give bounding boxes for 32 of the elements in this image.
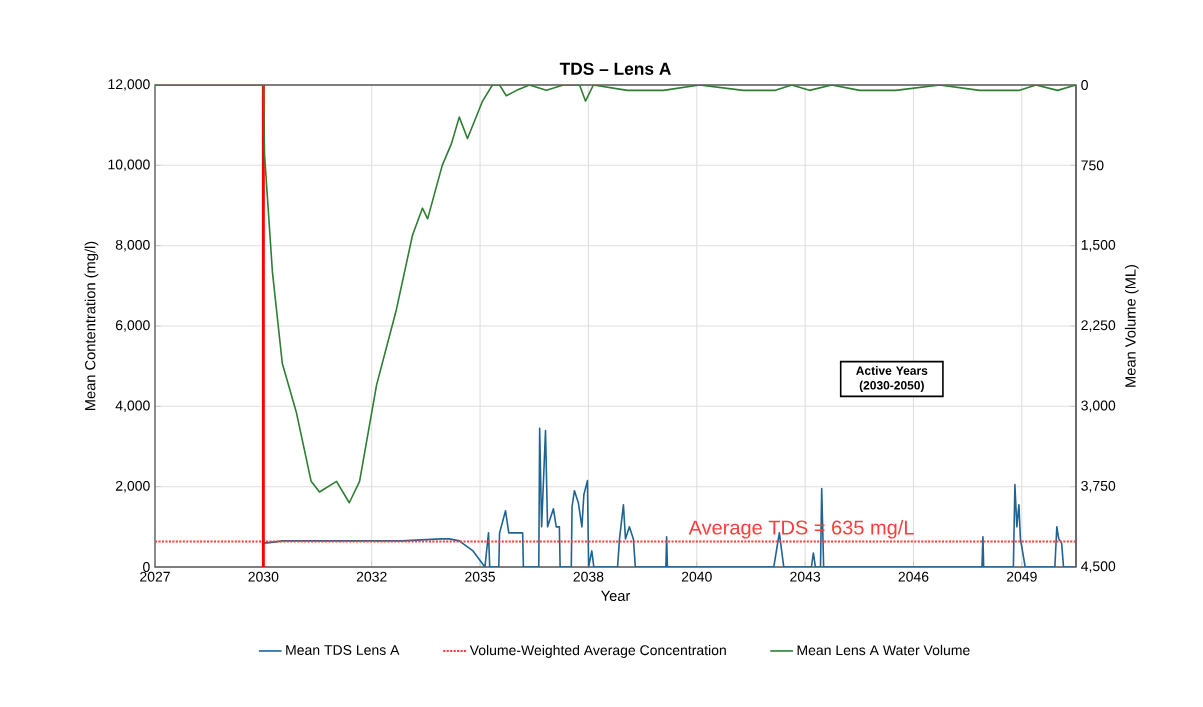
y-tick-label: 12,000 (108, 79, 150, 91)
x-tick-label: 2049 (1006, 571, 1037, 582)
y-tick-label: 2,000 (115, 480, 150, 493)
y-tick-label: 0 (143, 562, 150, 572)
legend-label: Mean TDS Lens A (286, 645, 400, 655)
x-tick-label: 2040 (681, 571, 712, 582)
y2-tick-label: 4,500 (1081, 561, 1116, 573)
x-tick-label: 2038 (573, 571, 604, 582)
y2-tick-label: 3,750 (1081, 480, 1116, 493)
y2-tick-label: 1,500 (1081, 239, 1116, 252)
x-tick-label: 2035 (465, 571, 496, 582)
x-tick-label: 2043 (790, 571, 821, 582)
x-axis-title: Year (601, 590, 631, 602)
y-tick-label: 8,000 (115, 239, 150, 252)
y-axis-title: Mean Contentration (mg/l) (84, 241, 99, 410)
x-tick-label: 2027 (140, 571, 170, 582)
annotation: Active Years (2030-2050) (856, 366, 928, 392)
y2-tick-label: 2,250 (1081, 320, 1116, 332)
y2-axis-title: Mean Volume (ML) (1124, 264, 1139, 387)
y2-tick-label: 3,000 (1081, 400, 1116, 413)
line-series (155, 85, 1076, 504)
y-tick-label: 4,000 (115, 400, 150, 413)
y2-tick-label: 750 (1081, 160, 1104, 171)
chart-title: TDS – Lens A (559, 62, 671, 75)
y-tick-label: 6,000 (115, 320, 150, 332)
y2-tick-label: 0 (1081, 80, 1088, 90)
x-tick-label: 2046 (898, 571, 929, 582)
legend-label: Mean Lens A Water Volume (797, 644, 970, 656)
x-tick-label: 2030 (248, 571, 279, 582)
y-tick-label: 10,000 (108, 159, 150, 172)
x-tick-label: 2032 (356, 571, 387, 582)
legend-label: Volume-Weighted Average Concentration (469, 644, 726, 658)
